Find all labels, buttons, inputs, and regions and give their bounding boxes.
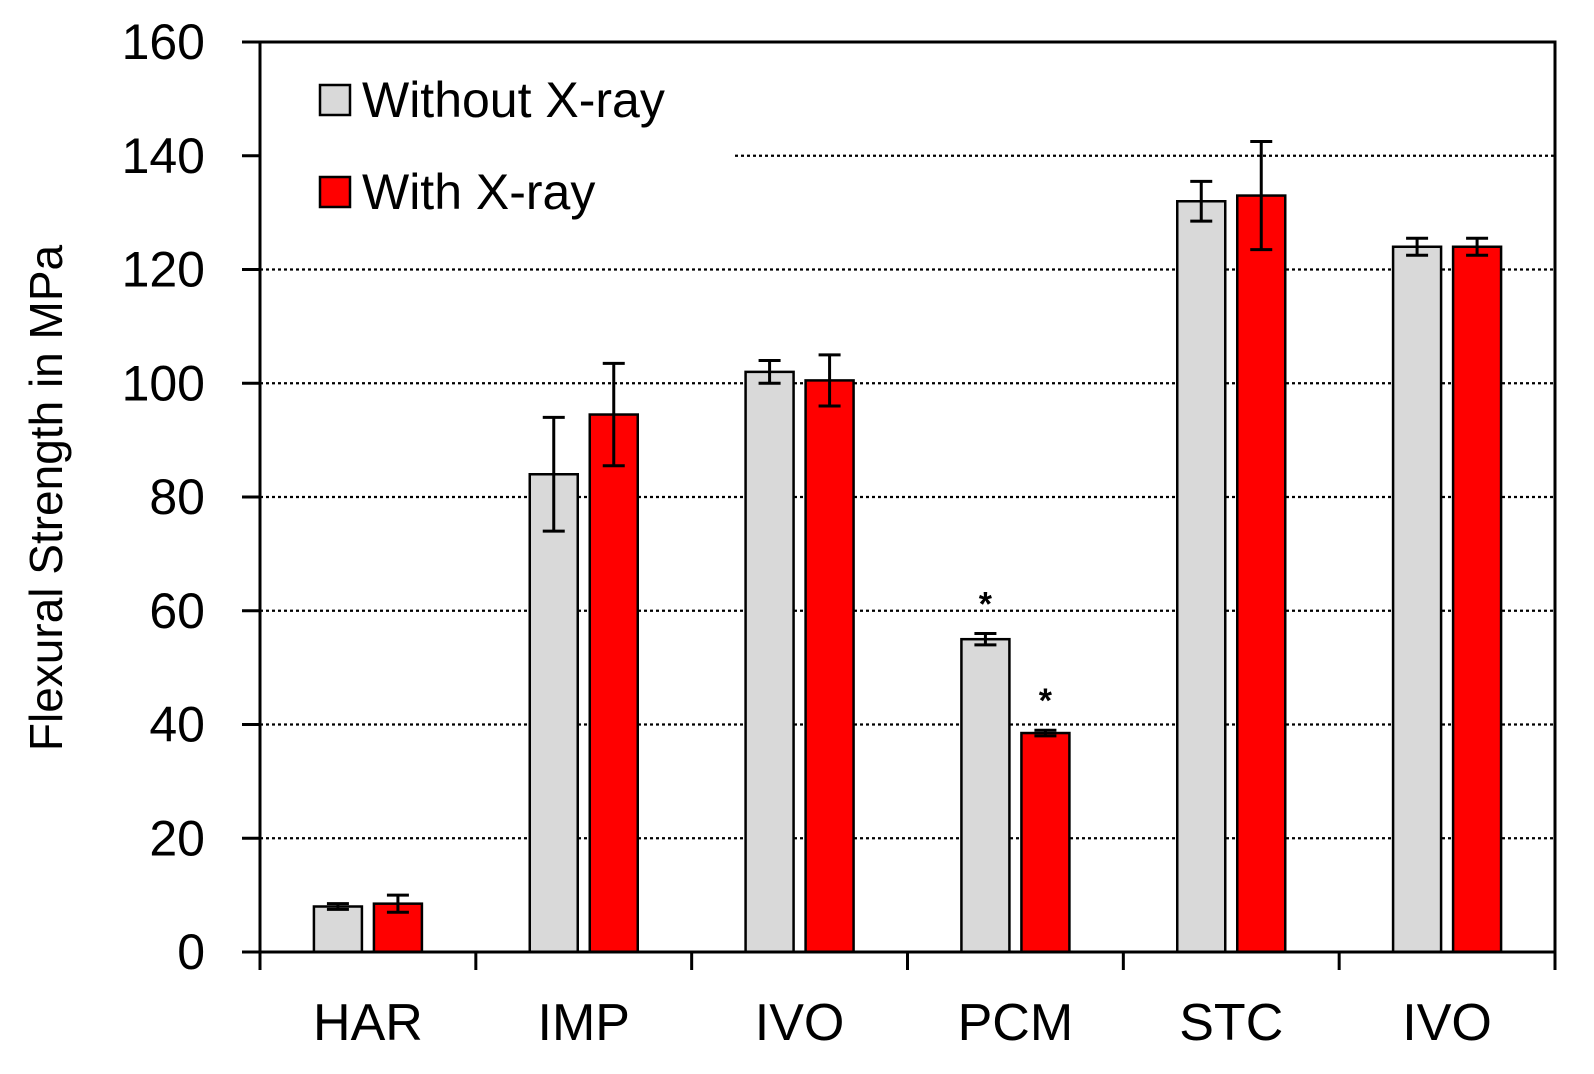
legend-label: With X-ray bbox=[362, 164, 595, 220]
bar bbox=[312, 905, 364, 954]
y-tick-label: 80 bbox=[149, 469, 205, 525]
bar bbox=[1020, 731, 1071, 954]
x-tick-label: IMP bbox=[538, 994, 630, 1052]
x-tick-label: STC bbox=[1179, 994, 1283, 1052]
y-tick-label: 60 bbox=[149, 583, 205, 639]
y-tick-label: 120 bbox=[122, 242, 205, 298]
y-axis-title: Flexural Strength in MPa bbox=[20, 244, 72, 751]
y-tick-label: 40 bbox=[149, 697, 205, 753]
bar bbox=[804, 379, 855, 954]
bar bbox=[960, 637, 1011, 954]
x-tick-label: IVO bbox=[1402, 994, 1492, 1052]
grid-lines bbox=[260, 154, 1555, 840]
bar bbox=[528, 473, 579, 954]
y-tick-label: 160 bbox=[122, 14, 205, 70]
bars: ** bbox=[312, 140, 1503, 954]
y-tick-label: 0 bbox=[177, 924, 205, 980]
bar bbox=[1451, 245, 1503, 954]
bar bbox=[1391, 245, 1443, 954]
y-tick-label: 100 bbox=[122, 355, 205, 411]
legend-swatch bbox=[318, 175, 352, 209]
legend-label: Without X-ray bbox=[362, 72, 665, 128]
x-tick-label: PCM bbox=[958, 994, 1074, 1052]
bar bbox=[588, 413, 639, 954]
x-tick-label: IVO bbox=[755, 994, 845, 1052]
x-tick-label: HAR bbox=[313, 994, 423, 1052]
bar bbox=[1176, 200, 1227, 954]
legend: Without X-ray With X-ray bbox=[318, 72, 665, 220]
y-tick-label: 140 bbox=[122, 128, 205, 184]
y-tick-label: 20 bbox=[149, 810, 205, 866]
legend-swatch bbox=[318, 83, 352, 117]
bar bbox=[1236, 194, 1287, 954]
bar bbox=[744, 370, 795, 954]
significance-marker: * bbox=[979, 586, 993, 624]
significance-marker: * bbox=[1039, 682, 1053, 720]
axes: HAR IMP IVO PCM STC IVO 0 20 40 60 80 100 120 140 160 bbox=[122, 14, 1557, 1052]
